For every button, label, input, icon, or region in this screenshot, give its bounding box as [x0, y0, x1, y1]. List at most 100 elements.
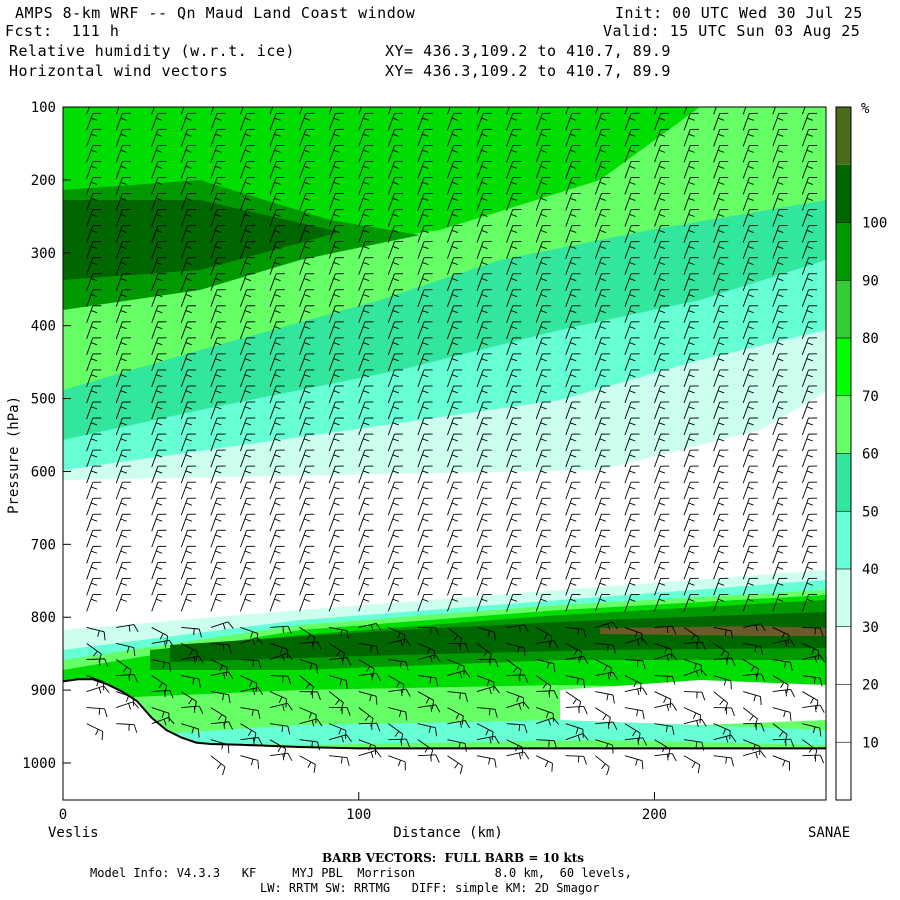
wind-barb	[506, 561, 522, 580]
wind-barb	[240, 433, 256, 452]
wind-barb	[654, 257, 670, 275]
wind-barb	[269, 652, 293, 662]
wind-barb	[772, 369, 788, 388]
wind-barb	[476, 107, 481, 115]
wind-barb	[802, 626, 824, 637]
wind-barb	[594, 417, 611, 436]
wind-barb	[86, 273, 102, 291]
wind-barb	[151, 107, 155, 115]
wind-barb	[476, 177, 492, 195]
wind-barb	[476, 465, 492, 484]
wind-barb	[654, 107, 658, 115]
wind-barb	[417, 289, 433, 307]
wind-barb	[565, 257, 581, 275]
y-tick-label: 1000	[22, 756, 56, 772]
wind-barb	[624, 107, 629, 115]
wind-barb	[713, 561, 729, 580]
wind-barb	[772, 738, 795, 748]
wind-barb	[447, 209, 463, 227]
wind-barb	[387, 193, 404, 211]
wind-barb	[506, 209, 522, 227]
wind-barb	[328, 593, 344, 612]
wind-barb	[299, 449, 315, 468]
wind-barb	[594, 561, 611, 580]
wind-barb	[180, 177, 196, 195]
colorbar-label: 40	[862, 562, 879, 578]
wind-barb	[535, 112, 551, 131]
wind-barb	[624, 209, 640, 227]
wind-barb	[772, 529, 788, 548]
wind-barb	[506, 144, 522, 163]
wind-barb	[269, 675, 292, 685]
wind-barb	[447, 225, 463, 243]
wind-barb	[417, 449, 433, 468]
wind-barb	[299, 257, 315, 275]
wind-barb	[506, 369, 522, 388]
wind-barb	[299, 160, 315, 179]
wind-barb	[240, 675, 258, 692]
wind-barb	[742, 513, 758, 532]
wind-barb	[535, 144, 551, 163]
wind-barb	[115, 337, 131, 355]
wind-barb	[535, 193, 551, 211]
wind-barb	[387, 369, 404, 388]
wind-barb	[743, 673, 766, 682]
wind-barb	[86, 369, 102, 388]
wind-barb	[654, 675, 676, 685]
wind-barb	[713, 545, 729, 564]
wind-barb	[328, 144, 344, 163]
wind-barb	[180, 401, 196, 420]
field-label-rh: Relative humidity (w.r.t. ice)	[9, 42, 295, 60]
wind-barb	[210, 671, 234, 680]
wind-barb	[417, 654, 441, 663]
wind-barb	[683, 193, 699, 211]
wind-barb	[151, 513, 167, 532]
wind-barb	[269, 209, 285, 227]
wind-barb	[476, 257, 492, 275]
wind-barb	[388, 755, 406, 771]
wind-barb	[86, 144, 102, 163]
wind-barb	[358, 643, 379, 655]
wind-barb	[115, 577, 131, 596]
wind-barb	[269, 417, 285, 436]
wind-barb	[713, 177, 729, 195]
wind-barb	[299, 177, 315, 195]
wind-barb	[506, 701, 530, 710]
wind-barb	[476, 160, 492, 179]
wind-barb	[683, 177, 699, 195]
wind-barb	[506, 177, 522, 195]
wind-barb	[358, 722, 381, 732]
wind-barb	[180, 305, 196, 323]
wind-barb	[269, 177, 285, 195]
wind-barb	[180, 107, 185, 115]
wind-barb	[654, 449, 670, 468]
wind-barb	[565, 177, 581, 195]
wind-barb	[506, 624, 529, 633]
wind-barb	[772, 627, 790, 644]
colorbar-label: 60	[862, 447, 879, 463]
wind-barb	[802, 675, 823, 687]
wind-barb	[713, 385, 729, 404]
wind-barb	[417, 626, 440, 636]
wind-barb	[151, 577, 167, 596]
wind-barb	[535, 177, 551, 195]
wind-barb	[299, 305, 315, 323]
wind-barb	[476, 193, 492, 211]
wind-barb	[447, 241, 463, 259]
wind-barb	[594, 241, 611, 259]
chart-title: AMPS 8-km WRF -- Qn Maud Land Coast wind…	[15, 4, 416, 22]
wind-barb	[115, 160, 131, 179]
colorbar-segment	[836, 338, 851, 396]
wind-barb	[181, 626, 202, 638]
wind-barb	[115, 321, 131, 339]
wind-barb	[594, 465, 611, 484]
wind-barb	[506, 273, 522, 291]
wind-barb	[116, 674, 139, 683]
wind-barb	[624, 144, 640, 163]
wind-barb	[772, 707, 792, 721]
wind-barb	[417, 257, 433, 275]
y-tick-label: 700	[31, 537, 56, 553]
wind-barb	[240, 561, 256, 580]
wind-barb	[387, 107, 392, 115]
wind-barb	[299, 144, 315, 163]
